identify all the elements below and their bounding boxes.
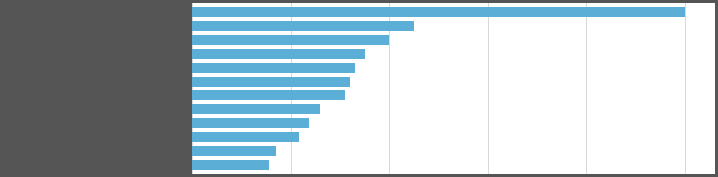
Bar [192, 160, 269, 170]
Bar [192, 21, 414, 31]
Bar [192, 7, 685, 17]
Bar [192, 63, 355, 73]
Bar [192, 76, 350, 87]
Bar [192, 132, 299, 142]
Bar [192, 35, 389, 45]
Bar [192, 90, 345, 101]
Bar [192, 146, 276, 156]
Bar [192, 118, 309, 128]
Bar [192, 104, 320, 114]
Bar [192, 49, 365, 59]
